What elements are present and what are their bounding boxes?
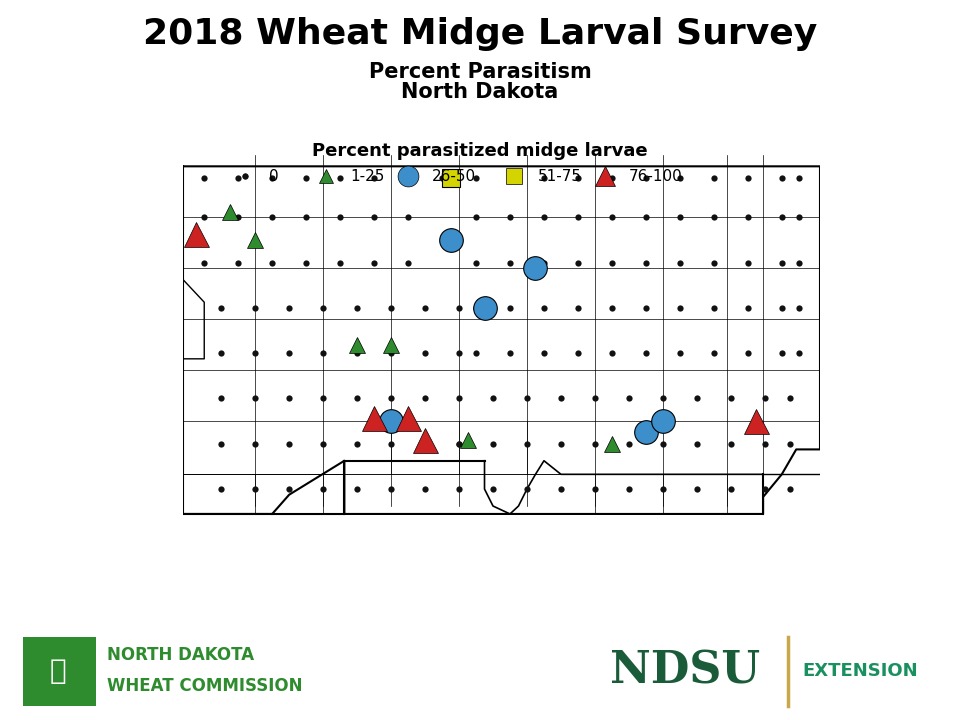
Text: 0: 0 <box>269 169 278 184</box>
Text: North Dakota: North Dakota <box>401 82 559 102</box>
Text: 76-100: 76-100 <box>629 169 683 184</box>
Text: 1-25: 1-25 <box>350 169 385 184</box>
Text: WHEAT COMMISSION: WHEAT COMMISSION <box>107 678 302 696</box>
Text: NORTH DAKOTA: NORTH DAKOTA <box>107 646 253 664</box>
Polygon shape <box>183 166 820 514</box>
Text: 2018 Wheat Midge Larval Survey: 2018 Wheat Midge Larval Survey <box>143 17 817 51</box>
Text: NDSU: NDSU <box>611 650 760 693</box>
Text: 🌾: 🌾 <box>49 657 66 685</box>
FancyBboxPatch shape <box>23 636 96 706</box>
Text: 51-75: 51-75 <box>538 169 582 184</box>
Text: EXTENSION: EXTENSION <box>803 662 919 680</box>
Text: Percent Parasitism: Percent Parasitism <box>369 62 591 82</box>
Text: Percent parasitized midge larvae: Percent parasitized midge larvae <box>312 142 648 160</box>
Text: 26-50: 26-50 <box>432 169 476 184</box>
